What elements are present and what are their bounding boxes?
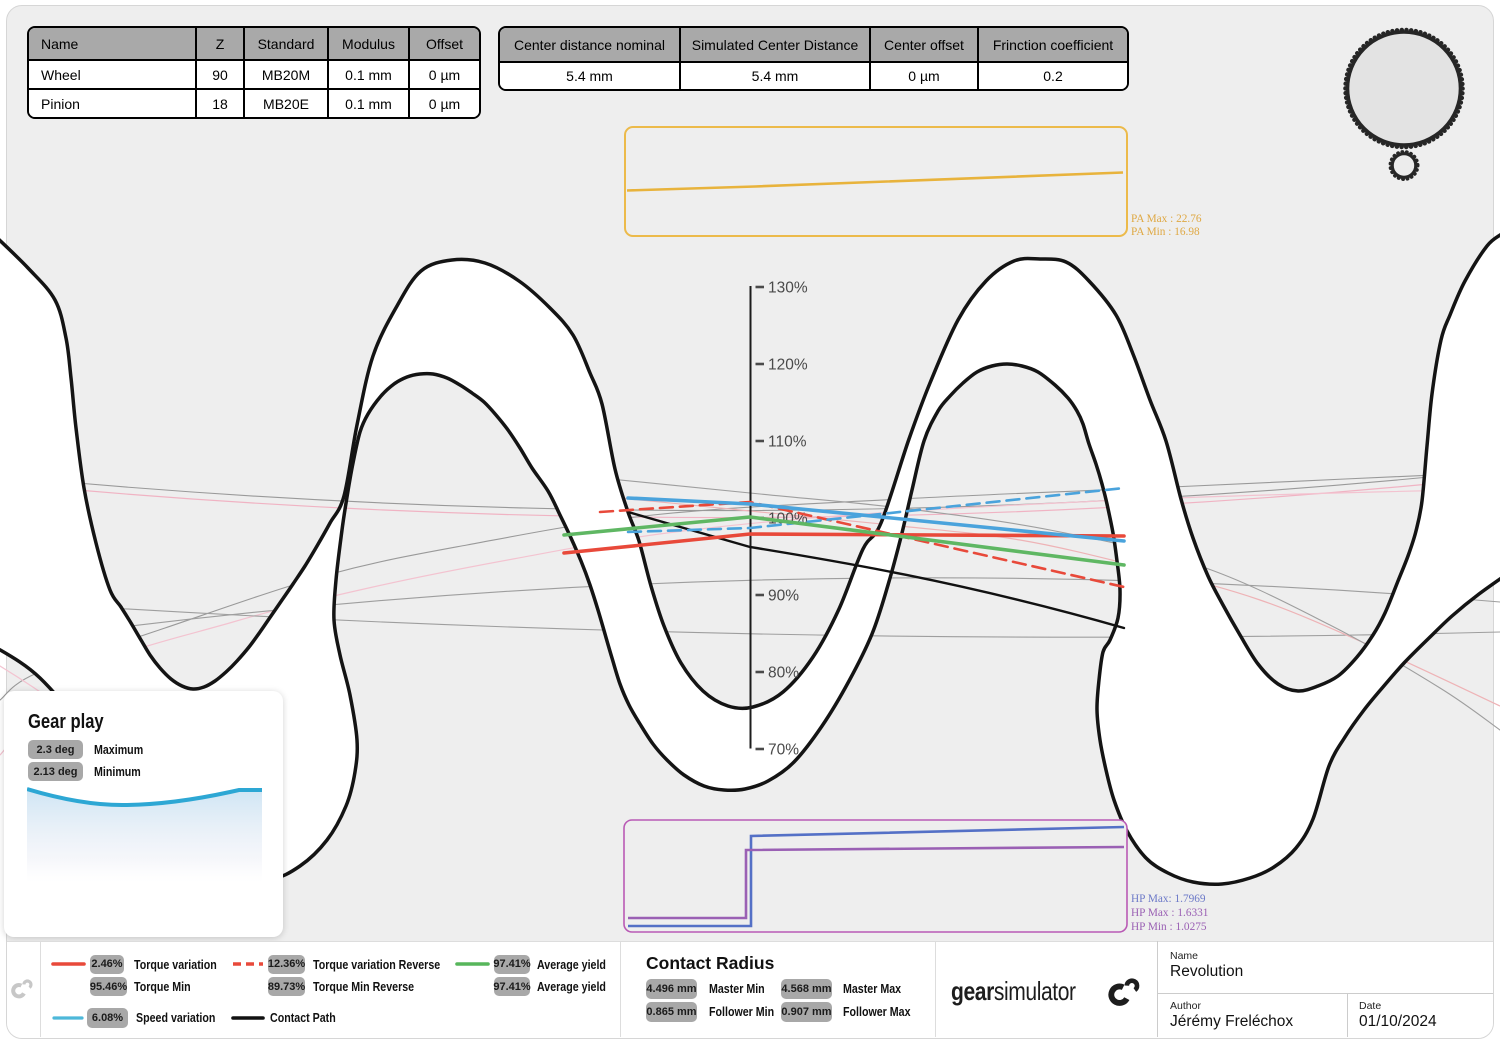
- svg-text:80%: 80%: [768, 665, 799, 682]
- svg-text:120%: 120%: [768, 357, 808, 374]
- svg-text:PA Max : 22.76: PA Max : 22.76: [1131, 213, 1202, 225]
- svg-text:70%: 70%: [768, 742, 799, 759]
- svg-text:PA Min : 16.98: PA Min : 16.98: [1131, 226, 1200, 238]
- svg-text:130%: 130%: [768, 280, 808, 297]
- svg-text:HP Max : 1.6331: HP Max : 1.6331: [1131, 907, 1208, 919]
- svg-text:110%: 110%: [768, 434, 807, 451]
- svg-text:HP Max: 1.7969: HP Max: 1.7969: [1131, 893, 1206, 905]
- svg-text:90%: 90%: [768, 588, 799, 605]
- svg-text:HP Min : 1.0275: HP Min : 1.0275: [1131, 921, 1207, 933]
